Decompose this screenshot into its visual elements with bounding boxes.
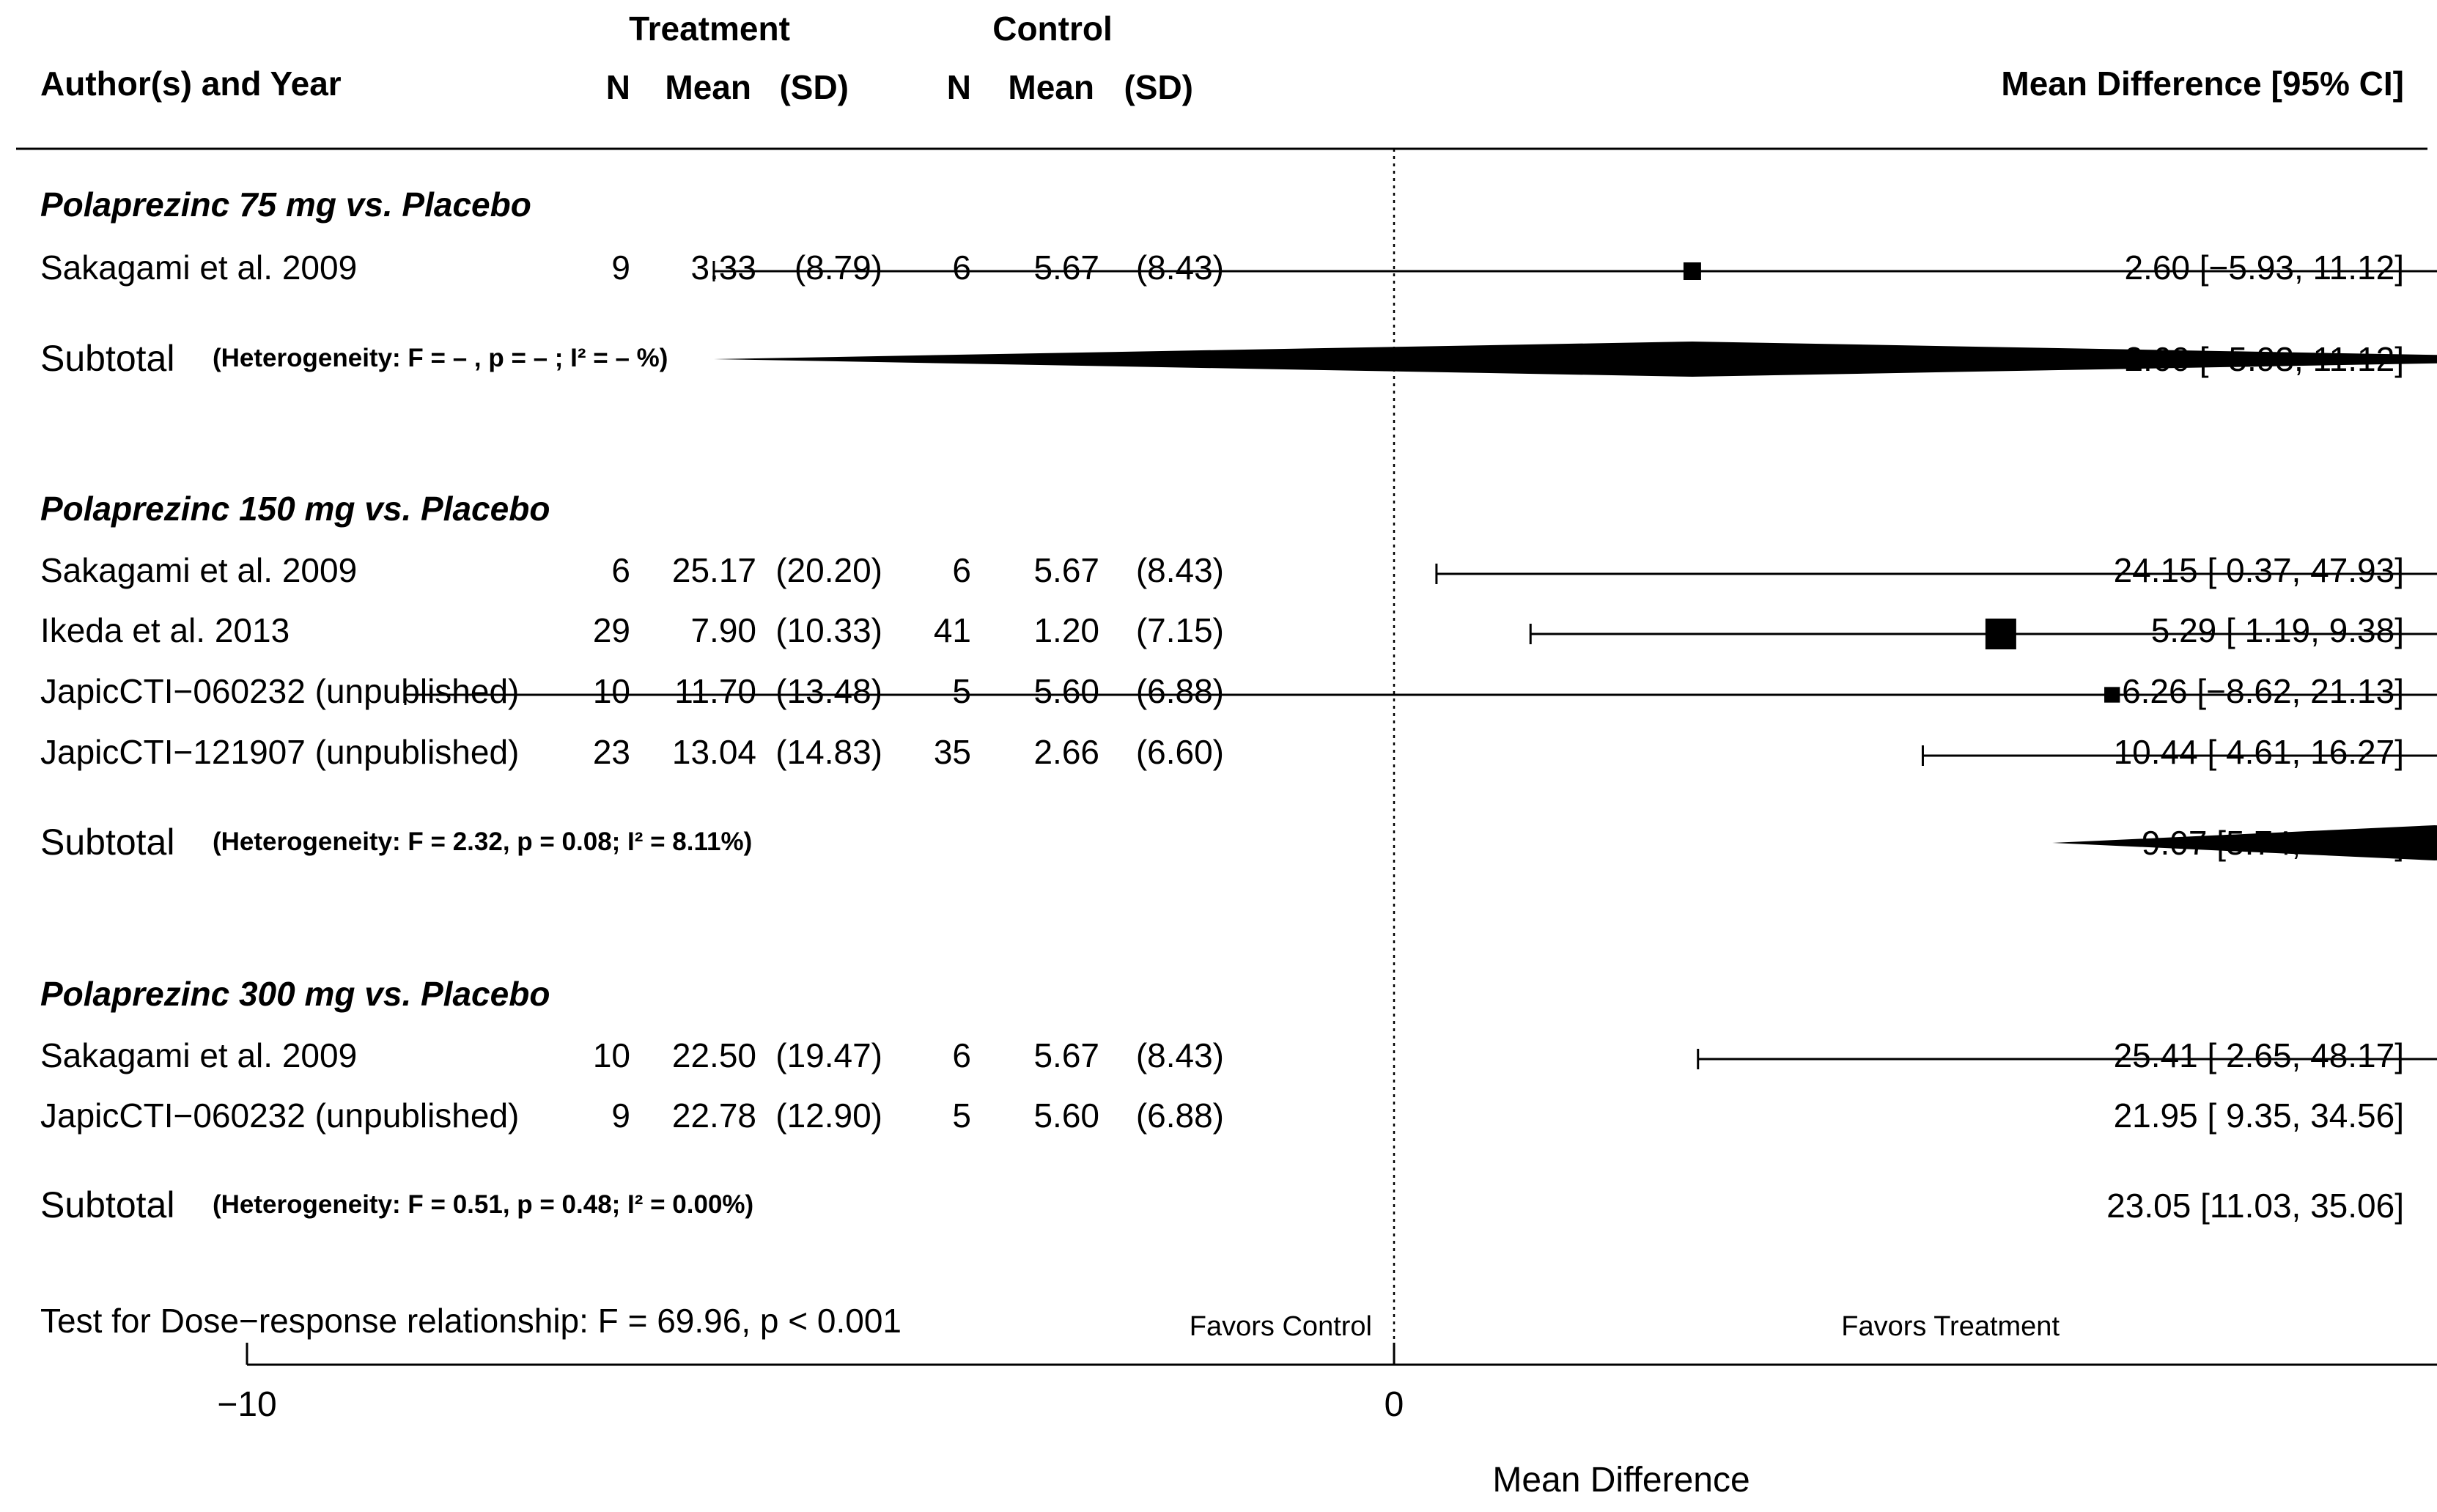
study-author: Ikeda et al. 2013 bbox=[40, 611, 290, 649]
control-sd: (6.88) bbox=[1136, 1096, 1224, 1135]
treatment-mean-header: Mean bbox=[665, 68, 751, 106]
study-ci-text: 2.60 [−5.93, 11.12] bbox=[2124, 248, 2404, 287]
favors-treatment-label: Favors Treatment bbox=[1841, 1311, 2060, 1342]
control-mean: 5.60 bbox=[1033, 672, 1099, 710]
treatment-sd: (8.79) bbox=[794, 248, 882, 287]
control-n: 6 bbox=[952, 1036, 971, 1074]
control-mean: 5.60 bbox=[1033, 1096, 1099, 1135]
control-mean: 5.67 bbox=[1033, 551, 1099, 589]
treatment-n: 9 bbox=[611, 1096, 630, 1135]
treatment-mean: 3.33 bbox=[690, 248, 756, 287]
effect-header: Mean Difference [95% CI] bbox=[2001, 64, 2404, 103]
treatment-n: 9 bbox=[611, 248, 630, 287]
treatment-sd: (12.90) bbox=[775, 1096, 882, 1135]
treatment-mean: 7.90 bbox=[690, 611, 756, 649]
dose-response-test: Test for Dose−response relationship: F =… bbox=[40, 1302, 902, 1340]
study-ci-text: 10.44 [ 4.61, 16.27] bbox=[2114, 733, 2404, 771]
study-point bbox=[1985, 619, 2016, 649]
control-mean: 2.66 bbox=[1033, 733, 1099, 771]
control-header: Control bbox=[992, 10, 1113, 48]
heterogeneity-text: (Heterogeneity: F = 2.32, p = 0.08; I² =… bbox=[213, 827, 752, 856]
heterogeneity-text: (Heterogeneity: F = – , p = – ; I² = – %… bbox=[213, 344, 668, 372]
treatment-sd: (10.33) bbox=[775, 611, 882, 649]
control-sd: (8.43) bbox=[1136, 1036, 1224, 1074]
treatment-sd: (20.20) bbox=[775, 551, 882, 589]
author-header: Author(s) and Year bbox=[40, 64, 342, 103]
heterogeneity-text: (Heterogeneity: F = 0.51, p = 0.48; I² =… bbox=[213, 1190, 753, 1219]
control-sd: (7.15) bbox=[1136, 611, 1224, 649]
control-sd: (8.43) bbox=[1136, 248, 1224, 287]
control-n: 5 bbox=[952, 672, 971, 710]
study-ci-text: 24.15 [ 0.37, 47.93] bbox=[2114, 551, 2404, 589]
treatment-n-header: N bbox=[606, 68, 630, 106]
control-mean-header: Mean bbox=[1008, 68, 1094, 106]
x-axis-label: Mean Difference bbox=[1492, 1461, 1750, 1500]
control-mean: 5.67 bbox=[1033, 1036, 1099, 1074]
control-n: 6 bbox=[952, 551, 971, 589]
control-n: 5 bbox=[952, 1096, 971, 1135]
study-author: Sakagami et al. 2009 bbox=[40, 1036, 357, 1074]
treatment-sd: (14.83) bbox=[775, 733, 882, 771]
treatment-n: 10 bbox=[593, 672, 630, 710]
study-author: JapicCTI−121907 (unpublished) bbox=[40, 733, 519, 771]
subtotal-diamond bbox=[713, 342, 2437, 377]
group-title: Polaprezinc 75 mg vs. Placebo bbox=[40, 185, 531, 224]
subtotal-diamond bbox=[2052, 825, 2437, 860]
favors-control-label: Favors Control bbox=[1190, 1311, 1372, 1342]
treatment-header: Treatment bbox=[629, 10, 790, 48]
subtotal-label: Subtotal bbox=[40, 1184, 174, 1225]
control-sd-header: (SD) bbox=[1124, 68, 1193, 106]
study-ci-text: 6.26 [−8.62, 21.13] bbox=[2122, 672, 2404, 710]
control-sd: (6.88) bbox=[1136, 672, 1224, 710]
group-title: Polaprezinc 300 mg vs. Placebo bbox=[40, 975, 550, 1013]
study-ci-text: 21.95 [ 9.35, 34.56] bbox=[2114, 1096, 2404, 1135]
study-author: JapicCTI−060232 (unpublished) bbox=[40, 672, 519, 710]
treatment-sd-header: (SD) bbox=[779, 68, 849, 106]
treatment-mean: 22.78 bbox=[672, 1096, 756, 1135]
control-mean: 1.20 bbox=[1033, 611, 1099, 649]
x-axis-tick-label: 0 bbox=[1385, 1385, 1404, 1424]
subtotal-label: Subtotal bbox=[40, 338, 174, 379]
treatment-n: 23 bbox=[593, 733, 630, 771]
study-author: JapicCTI−060232 (unpublished) bbox=[40, 1096, 519, 1135]
subtotal-label: Subtotal bbox=[40, 822, 174, 863]
study-ci-text: 25.41 [ 2.65, 48.17] bbox=[2114, 1036, 2404, 1074]
study-author: Sakagami et al. 2009 bbox=[40, 248, 357, 287]
control-n: 41 bbox=[934, 611, 971, 649]
subtotal-ci-text: 23.05 [11.03, 35.06] bbox=[2106, 1187, 2404, 1225]
control-sd: (6.60) bbox=[1136, 733, 1224, 771]
study-point bbox=[1683, 262, 1701, 280]
treatment-n: 29 bbox=[593, 611, 630, 649]
control-mean: 5.67 bbox=[1033, 248, 1099, 287]
treatment-n: 10 bbox=[593, 1036, 630, 1074]
treatment-sd: (19.47) bbox=[775, 1036, 882, 1074]
treatment-n: 6 bbox=[611, 551, 630, 589]
group-title: Polaprezinc 150 mg vs. Placebo bbox=[40, 490, 550, 528]
study-point bbox=[2104, 687, 2120, 703]
control-sd: (8.43) bbox=[1136, 551, 1224, 589]
study-author: Sakagami et al. 2009 bbox=[40, 551, 357, 589]
treatment-mean: 22.50 bbox=[672, 1036, 756, 1074]
treatment-mean: 11.70 bbox=[674, 672, 756, 710]
control-n: 35 bbox=[934, 733, 971, 771]
treatment-sd: (13.48) bbox=[775, 672, 882, 710]
control-n-header: N bbox=[947, 68, 971, 106]
treatment-mean: 25.17 bbox=[672, 551, 756, 589]
x-axis-tick-label: −10 bbox=[217, 1385, 276, 1424]
control-n: 6 bbox=[952, 248, 971, 287]
treatment-mean: 13.04 bbox=[672, 733, 756, 771]
study-ci-text: 5.29 [ 1.19, 9.38] bbox=[2151, 611, 2404, 649]
